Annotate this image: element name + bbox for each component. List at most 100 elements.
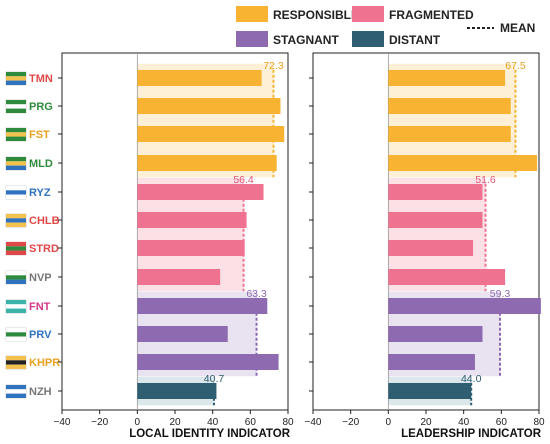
bar-nvp: [388, 269, 506, 285]
bar-nvp: [137, 269, 221, 285]
flag-stripe-mid: [6, 246, 26, 251]
mean-label-stagnant: 59.3: [490, 288, 511, 300]
bar-fnt: [388, 298, 541, 314]
flag-stripe-bottom: [6, 250, 26, 255]
x-tick-label: 0: [386, 417, 392, 428]
bar-mld: [388, 155, 538, 171]
bar-ryz: [137, 184, 264, 200]
x-tick-label: −40: [54, 417, 71, 428]
flag-stripe-mid: [6, 275, 26, 280]
flag-stripe-bottom: [6, 80, 26, 85]
flag-stripe-mid: [6, 161, 26, 166]
mean-label-responsible: 72.3: [263, 60, 284, 72]
x-tick-label: 20: [169, 417, 181, 428]
category-label-chlb: CHLB: [29, 215, 60, 227]
x-tick-label: 40: [207, 417, 219, 428]
bar-tmn: [137, 70, 262, 86]
flag-stripe-top: [6, 157, 26, 162]
flag-stripe-top: [6, 328, 26, 333]
flag-stripe-bottom: [6, 222, 26, 227]
flag-stripe-bottom: [6, 336, 26, 341]
flag-stripe-mid: [6, 360, 26, 365]
x-axis-title: LEADERSHIP INDICATOR: [401, 428, 542, 440]
category-label-khpr: KHPR: [29, 357, 60, 369]
x-tick-label: 40: [458, 417, 470, 428]
flag-stripe-mid: [6, 389, 26, 394]
region-flag-icon: [5, 156, 27, 171]
mean-label-fragmented: 51.6: [475, 174, 496, 186]
flag-stripe-top: [6, 100, 26, 105]
x-tick-label: 60: [245, 417, 257, 428]
legend-label-stagnant: STAGNANT: [273, 33, 339, 47]
x-tick-label: −20: [342, 417, 359, 428]
flag-stripe-top: [6, 186, 26, 191]
legend: RESPONSIBLE FRAGMENTED MEAN STAGNANT DISTANT: [236, 6, 535, 47]
bar-mld: [137, 155, 277, 171]
flag-stripe-mid: [6, 132, 26, 137]
region-flag-icon: [5, 327, 27, 342]
flag-stripe-top: [6, 214, 26, 219]
flag-stripe-mid: [6, 332, 26, 337]
bar-prg: [388, 98, 511, 114]
bar-nzh: [388, 383, 472, 399]
flag-stripe-bottom: [6, 393, 26, 398]
bar-ryz: [388, 184, 483, 200]
x-tick-label: 80: [533, 417, 545, 428]
category-label-prv: PRV: [29, 329, 52, 341]
region-flag-icon: [5, 384, 27, 399]
bar-khpr: [137, 354, 279, 370]
category-label-fst: FST: [29, 129, 50, 141]
x-tick-label: 0: [135, 417, 141, 428]
x-tick-label: −40: [305, 417, 322, 428]
bar-prv: [137, 326, 228, 342]
region-flag-icon: [5, 71, 27, 86]
category-label-prg: PRG: [29, 101, 53, 113]
flag-stripe-mid: [6, 104, 26, 109]
region-flag-icon: [5, 185, 27, 200]
legend-swatch-distant: [352, 31, 384, 47]
legend-swatch-responsible: [236, 6, 268, 22]
legend-label-fragmented: FRAGMENTED: [389, 8, 474, 22]
category-labels: TMN PRG FST MLD RYZ CHLB STRD NVP FNT PRV KHPR NZH: [5, 71, 60, 399]
flag-stripe-top: [6, 356, 26, 361]
bar-chlb: [388, 212, 483, 228]
bar-prv: [388, 326, 483, 342]
flag-stripe-bottom: [6, 279, 26, 284]
region-flag-icon: [5, 127, 27, 142]
flag-stripe-top: [6, 242, 26, 247]
legend-swatch-fragmented: [352, 6, 384, 22]
bar-nzh: [137, 383, 217, 399]
category-label-tmn: TMN: [29, 73, 53, 85]
flag-stripe-bottom: [6, 108, 26, 113]
mean-label-distant: 44.0: [461, 373, 482, 385]
bar-fst: [137, 126, 285, 142]
region-flag-icon: [5, 99, 27, 114]
bar-fst: [388, 126, 511, 142]
flag-stripe-bottom: [6, 165, 26, 170]
region-flag-icon: [5, 299, 27, 314]
category-label-nvp: NVP: [29, 272, 52, 284]
bar-tmn: [388, 70, 506, 86]
bar-prg: [137, 98, 281, 114]
chart-panel-2: 67.5 51.6 59.3 44.0 −40 −20 0 20 40 60 80LEADERSHI…: [305, 52, 545, 440]
x-tick-label: 80: [282, 417, 294, 428]
legend-label-responsible: RESPONSIBLE: [273, 8, 359, 22]
flag-stripe-mid: [6, 218, 26, 223]
flag-stripe-mid: [6, 76, 26, 81]
bar-strd: [137, 240, 245, 256]
bar-fnt: [137, 298, 268, 314]
flag-stripe-top: [6, 72, 26, 77]
bar-strd: [388, 240, 474, 256]
flag-stripe-bottom: [6, 194, 26, 199]
region-flag-icon: [5, 241, 27, 256]
flag-stripe-top: [6, 300, 26, 305]
mean-label-fragmented: 56.4: [233, 174, 254, 186]
legend-swatch-stagnant: [236, 31, 268, 47]
category-label-mld: MLD: [29, 158, 53, 170]
region-flag-icon: [5, 213, 27, 228]
category-label-ryz: RYZ: [29, 187, 51, 199]
flag-stripe-bottom: [6, 308, 26, 313]
flag-stripe-bottom: [6, 136, 26, 141]
